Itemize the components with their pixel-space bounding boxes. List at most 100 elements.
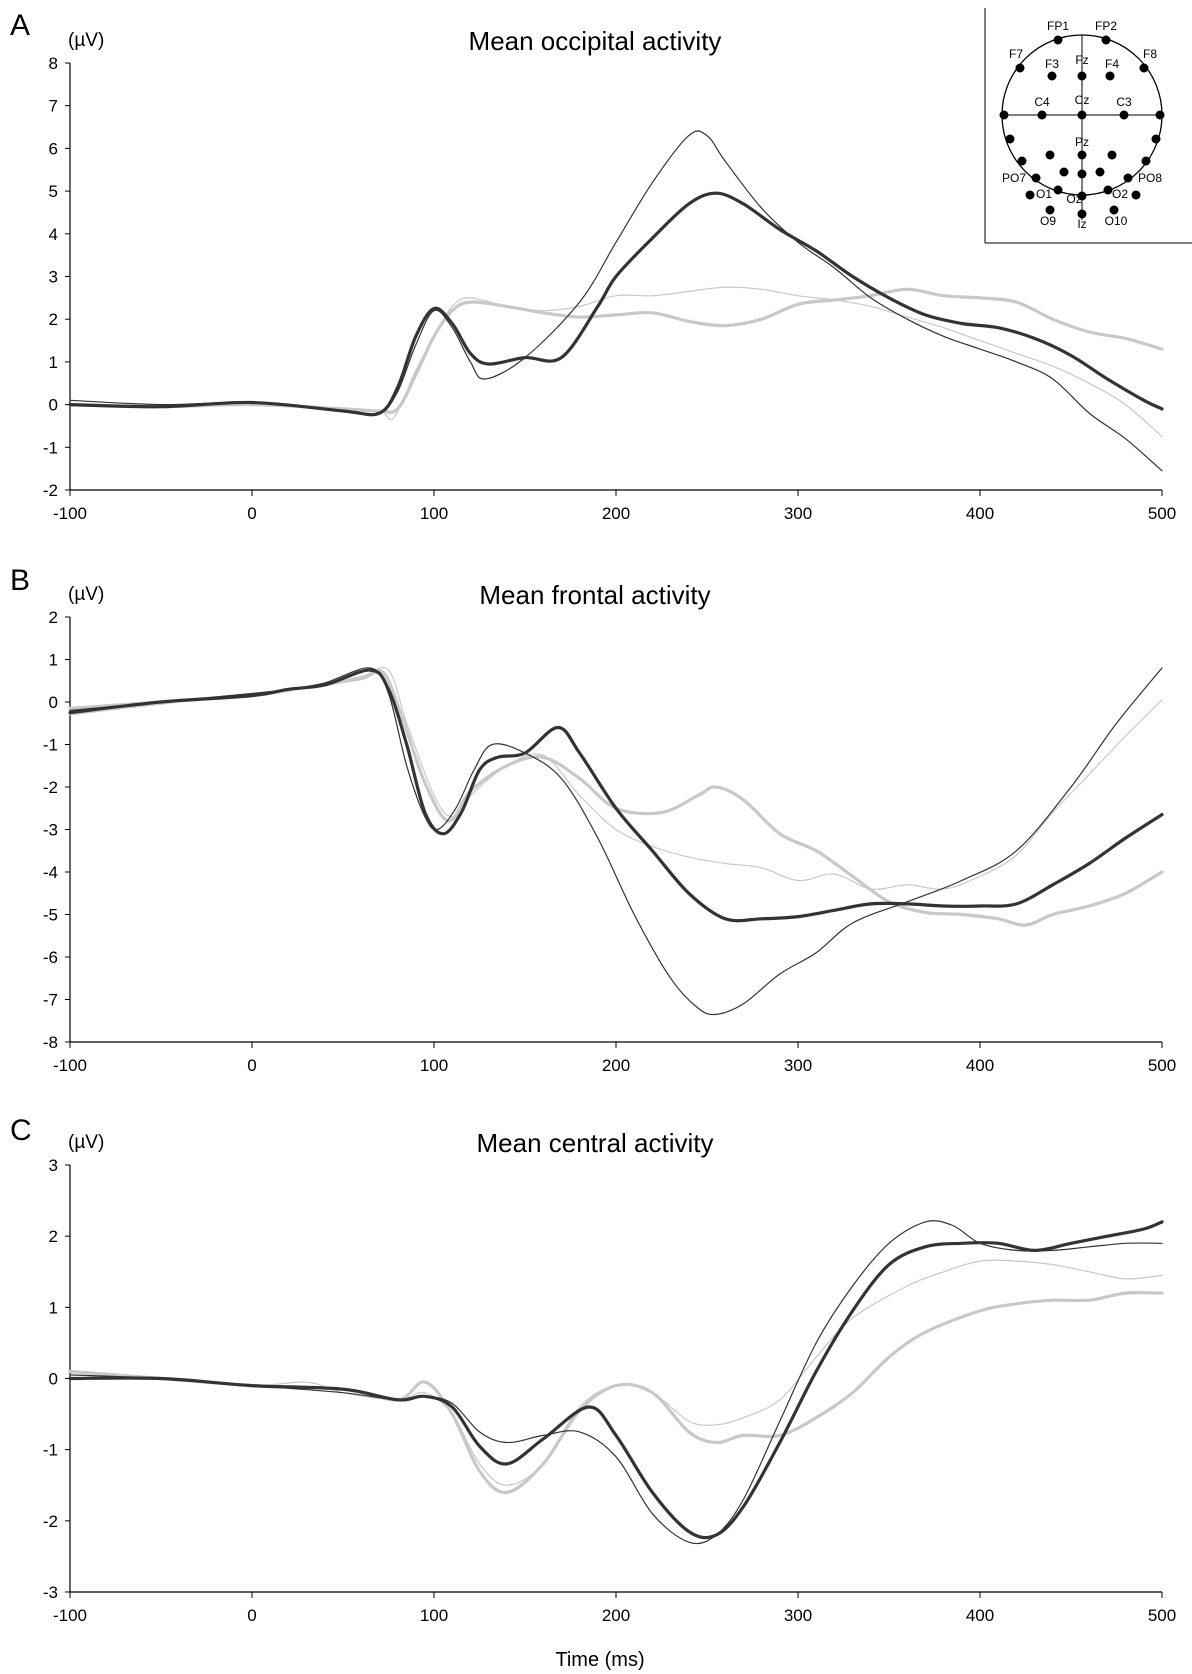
series-line-3 [69,286,1163,438]
y-tick-label: -1 [43,1441,58,1460]
electrode-dot [1053,35,1063,45]
electrode-dot [1025,190,1035,200]
electrode-dot [1005,134,1015,144]
y-tick-label: -3 [43,821,58,840]
electrode-label: O1 [1036,187,1052,201]
x-tick-label: 500 [1148,1056,1176,1075]
electrode-label: C3 [1116,95,1132,109]
y-tick-label: 0 [49,396,58,415]
panel-a-unit: (µV) [68,30,104,51]
electrode-label: Pz [1075,135,1089,149]
y-tick-label: -1 [43,438,58,457]
x-tick-label: 400 [966,1056,994,1075]
panel-a-plot: 8 7 6 5 4 3 2 1 0 -1 -2 -100 0 100 200 300 400 500 [43,54,1176,523]
electrode-dot [1077,110,1087,120]
y-tick-label: -1 [43,736,58,755]
y-tick-label: -3 [43,1583,58,1602]
electrode-label: PO7 [1002,171,1026,185]
electrode-labels: FP1 FP2 F7 F8 F3 Fz F4 C4 Cz C3 Pz PO7 PO8 O1 Oz O2 O9 Iz… [1002,19,1162,231]
series-line-4 [68,668,1164,927]
x-tick-label: -100 [53,1606,87,1625]
y-tick-label: 2 [49,1227,58,1246]
y-tick-label: 2 [49,608,58,627]
y-tick-label: -8 [43,1033,58,1052]
x-tick-label: -100 [53,504,87,523]
series-line-3 [69,666,1163,890]
x-tick-label: 0 [247,1056,256,1075]
panel-b: B (µV) Mean frontal activity 2 1 0 -1 -2 -3 -4… [10,564,1176,1075]
electrode-dot [1047,71,1057,81]
y-tick-label: -2 [43,1512,58,1531]
electrode-label: Cz [1075,93,1090,107]
electrode-dot [1077,209,1087,219]
x-tick-label: 300 [784,1606,812,1625]
panel-b-letter: B [10,564,30,597]
x-tick-label: 100 [420,504,448,523]
panel-c: C (µV) Mean central activity 3 2 1 0 -1 -2 -3 -… [10,1114,1176,1671]
electrode-dot [1077,169,1087,179]
x-axis-title: Time (ms) [555,1649,644,1671]
electrode-dot [999,110,1009,120]
electrode-dot [1123,173,1133,183]
y-tick-label: 2 [49,310,58,329]
x-tick-label: 400 [966,1606,994,1625]
electrode-dot [1105,71,1115,81]
y-tick-label: 1 [49,651,58,670]
series-line-2 [68,1220,1164,1540]
panel-a: A (µV) Mean occipital activity 876543210… [10,9,1176,523]
x-tick-label: 0 [247,504,256,523]
electrode-dot [1031,173,1041,183]
electrode-dot [1045,205,1055,215]
x-tick-label: 300 [784,504,812,523]
series-line-2 [68,191,1164,417]
y-tick-label: -5 [43,906,58,925]
series-line-3 [69,1259,1163,1486]
x-tick-label: 100 [420,1606,448,1625]
x-tick-label: 400 [966,504,994,523]
y-tick-label: -2 [43,481,58,500]
x-tick-label: 500 [1148,504,1176,523]
panel-a-letter: A [10,9,30,42]
y-tick-label: 5 [49,182,58,201]
electrode-dot [1103,185,1113,195]
electrode-label: F7 [1009,47,1023,61]
electrode-label: O10 [1105,214,1128,228]
electrode-dot [1045,150,1055,160]
y-tick-label: 0 [49,693,58,712]
panel-b-plot: 2 1 0 -1 -2 -3 -4 -5 -6 -7 -8 -100 0 100 200 300 400 500 [43,608,1176,1075]
electrode-label: F3 [1045,57,1059,71]
electrode-dot [1037,110,1047,120]
y-tick-label: 4 [49,225,58,244]
y-tick-label: 6 [49,139,58,158]
y-tick-label: -2 [43,778,58,797]
y-tick-label: 3 [49,268,58,287]
x-tick-label: 100 [420,1056,448,1075]
series-line-1 [69,130,1163,472]
electrode-dot [1077,191,1087,201]
y-tick-label: 0 [49,1370,58,1389]
x-tick-label: 200 [602,1606,630,1625]
x-tick-label: 0 [247,1606,256,1625]
electrode-label: Fz [1075,53,1088,67]
electrode-dot [1095,167,1105,177]
electrode-montage-inset: FP1 FP2 F7 F8 F3 Fz F4 C4 Cz C3 Pz PO7 PO8 O1 Oz O2 O9 Iz… [984,8,1192,244]
panel-b-title: Mean frontal activity [479,580,710,610]
electrode-dot [1139,63,1149,73]
electrode-dot [1077,150,1087,160]
electrode-dot [1131,190,1141,200]
x-tick-label: 200 [602,504,630,523]
series-line-1 [69,1220,1163,1545]
electrode-label: F8 [1143,47,1157,61]
panel-a-title: Mean occipital activity [469,26,722,56]
y-tick-label: 1 [49,353,58,372]
panel-c-title: Mean central activity [477,1128,714,1158]
electrode-dot [1151,134,1161,144]
electrode-dot [1141,156,1151,166]
y-tick-label: 8 [49,54,58,73]
electrode-label: O2 [1112,187,1128,201]
electrode-dot [1107,150,1117,160]
electrode-dot [1119,110,1129,120]
y-tick-label: -4 [43,863,58,882]
y-tick-label: 3 [49,1156,58,1175]
